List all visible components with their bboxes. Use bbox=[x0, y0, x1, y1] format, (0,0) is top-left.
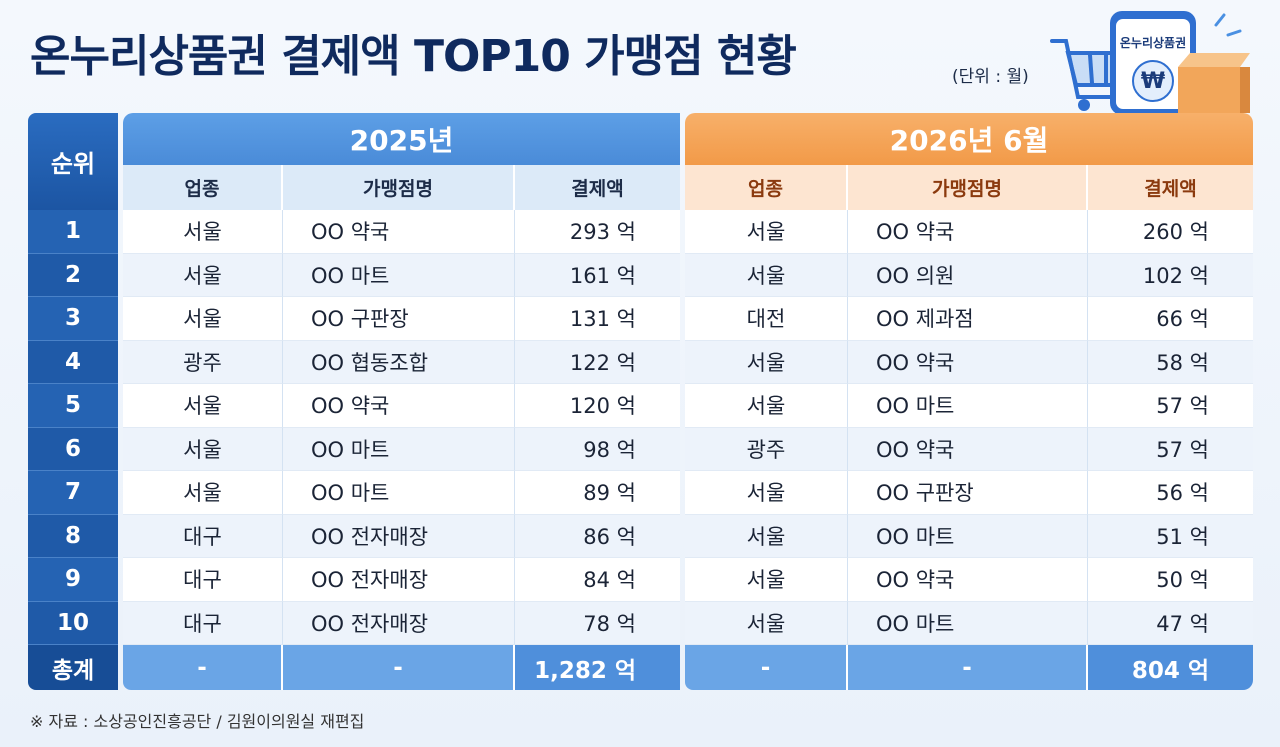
table-cell: OO 약국 bbox=[848, 340, 1088, 384]
table-cell: 89 억 bbox=[515, 471, 680, 515]
table-cell: 50 억 bbox=[1088, 558, 1253, 602]
column-header: 결제액 bbox=[1088, 165, 1253, 210]
table-cell: 84 억 bbox=[515, 558, 680, 602]
table-cell: OO 제과점 bbox=[848, 297, 1088, 341]
rank-cell: 10 bbox=[28, 601, 118, 645]
table-cell: 서울 bbox=[685, 601, 848, 645]
total-cell: - bbox=[123, 645, 283, 690]
rank-cell: 4 bbox=[28, 340, 118, 384]
rank-cell: 9 bbox=[28, 558, 118, 602]
table-cell: OO 약국 bbox=[848, 210, 1088, 254]
table-cell: 56 억 bbox=[1088, 471, 1253, 515]
table-cell: OO 마트 bbox=[848, 514, 1088, 558]
table-cell: 대전 bbox=[685, 297, 848, 341]
table-cell: OO 약국 bbox=[283, 210, 515, 254]
footnote: ※ 자료 : 소상공인진흥공단 / 김원이의원실 재편집 bbox=[30, 712, 365, 731]
total-cell: - bbox=[685, 645, 848, 690]
table-cell: OO 전자매장 bbox=[283, 601, 515, 645]
table-cell: 161 억 bbox=[515, 253, 680, 297]
rank-cell: 2 bbox=[28, 253, 118, 297]
table-cell: 서울 bbox=[123, 297, 283, 341]
column-header: 업종 bbox=[685, 165, 848, 210]
rank-cell: 5 bbox=[28, 384, 118, 428]
rank-header: 순위 bbox=[28, 113, 118, 210]
table-cell: 서울 bbox=[123, 471, 283, 515]
table-cell: 86 억 bbox=[515, 514, 680, 558]
table-cell: 51 억 bbox=[1088, 514, 1253, 558]
table-cell: OO 마트 bbox=[283, 253, 515, 297]
table-cell: 293 억 bbox=[515, 210, 680, 254]
table-cell: 57 억 bbox=[1088, 427, 1253, 471]
table-cell: OO 전자매장 bbox=[283, 514, 515, 558]
illustration: 온누리상품권 ₩ bbox=[1050, 11, 1250, 115]
table-cell: 서울 bbox=[123, 253, 283, 297]
table-cell: 57 억 bbox=[1088, 384, 1253, 428]
column-header: 가맹점명 bbox=[848, 165, 1088, 210]
table-cell: 260 억 bbox=[1088, 210, 1253, 254]
table-cell: 66 억 bbox=[1088, 297, 1253, 341]
table-cell: 서울 bbox=[685, 253, 848, 297]
rank-cell: 6 bbox=[28, 427, 118, 471]
table-cell: 광주 bbox=[685, 427, 848, 471]
total-label: 총계 bbox=[28, 645, 118, 690]
table-cell: 서울 bbox=[123, 427, 283, 471]
table-cell: 광주 bbox=[123, 340, 283, 384]
table-cell: 대구 bbox=[123, 514, 283, 558]
table-cell: 120 억 bbox=[515, 384, 680, 428]
table-cell: 102 억 bbox=[1088, 253, 1253, 297]
unit: (단위 : 월) bbox=[952, 67, 1029, 87]
table-cell: 서울 bbox=[685, 384, 848, 428]
table-cell: 서울 bbox=[685, 340, 848, 384]
table-cell: 122 억 bbox=[515, 340, 680, 384]
table-cell: 서울 bbox=[685, 210, 848, 254]
table-cell: OO 구판장 bbox=[283, 297, 515, 341]
rank-cell: 1 bbox=[28, 210, 118, 254]
table-cell: OO 마트 bbox=[848, 384, 1088, 428]
table-cell: OO 의원 bbox=[848, 253, 1088, 297]
table-cell: 서울 bbox=[685, 471, 848, 515]
title: 온누리상품권 결제액 TOP10 가맹점 현황 bbox=[30, 31, 797, 82]
phone-text: 온누리상품권 bbox=[1120, 35, 1186, 50]
total-cell: 1,282 억 bbox=[515, 645, 680, 690]
table-cell: 131 억 bbox=[515, 297, 680, 341]
table-cell: 서울 bbox=[685, 514, 848, 558]
table-cell: OO 구판장 bbox=[848, 471, 1088, 515]
rank-cell: 7 bbox=[28, 471, 118, 515]
table-cell: OO 전자매장 bbox=[283, 558, 515, 602]
group-header: 2026년 6월 bbox=[685, 113, 1253, 165]
table-cell: OO 협동조합 bbox=[283, 340, 515, 384]
total-cell: - bbox=[283, 645, 515, 690]
column-header: 업종 bbox=[123, 165, 283, 210]
table-cell: 58 억 bbox=[1088, 340, 1253, 384]
table-cell: OO 마트 bbox=[283, 427, 515, 471]
table-cell: 대구 bbox=[123, 558, 283, 602]
table-cell: 대구 bbox=[123, 601, 283, 645]
table-cell: 78 억 bbox=[515, 601, 680, 645]
group-header: 2025년 bbox=[123, 113, 680, 165]
total-cell: 804 억 bbox=[1088, 645, 1253, 690]
table-cell: OO 마트 bbox=[848, 601, 1088, 645]
column-header: 가맹점명 bbox=[283, 165, 515, 210]
table-cell: 서울 bbox=[685, 558, 848, 602]
table-cell: OO 약국 bbox=[848, 558, 1088, 602]
table-cell: OO 약국 bbox=[848, 427, 1088, 471]
rank-cell: 8 bbox=[28, 514, 118, 558]
total-cell: - bbox=[848, 645, 1088, 690]
column-header: 결제액 bbox=[515, 165, 680, 210]
won-symbol: ₩ bbox=[1141, 69, 1165, 94]
table-cell: 98 억 bbox=[515, 427, 680, 471]
table-cell: OO 약국 bbox=[283, 384, 515, 428]
table-cell: 47 억 bbox=[1088, 601, 1253, 645]
table-cell: 서울 bbox=[123, 384, 283, 428]
table-cell: 서울 bbox=[123, 210, 283, 254]
table-cell: OO 마트 bbox=[283, 471, 515, 515]
rank-cell: 3 bbox=[28, 297, 118, 341]
